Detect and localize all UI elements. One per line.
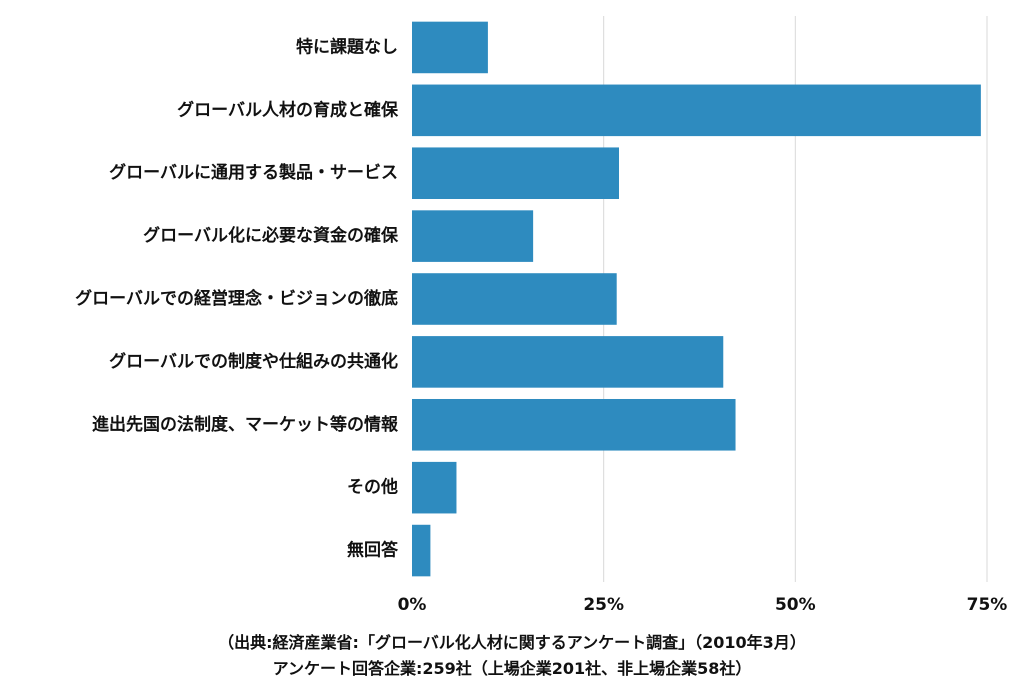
- category-label-4: グローバルでの経営理念・ビジョンの徹底: [75, 288, 398, 309]
- bar-chart: 特に課題なしグローバル人材の育成と確保グローバルに通用する製品・サービスグローバ…: [75, 16, 1008, 615]
- bar-0: [412, 21, 488, 74]
- source-citation: （出典:経済産業省:「グローバル化人材に関するアンケート調査」（2010年3月）: [218, 633, 806, 652]
- survey-respondents-note: アンケート回答企業:259社（上場企業201社、非上場企業58社）: [272, 659, 752, 678]
- bar-6: [412, 398, 736, 451]
- category-labels: 特に課題なしグローバル人材の育成と確保グローバルに通用する製品・サービスグローバ…: [75, 36, 399, 560]
- bar-4: [412, 273, 617, 325]
- category-label-8: 無回答: [347, 540, 399, 561]
- bar-8: [412, 524, 431, 577]
- x-tick-labels: 0% 25% 50% 75%: [398, 595, 1008, 615]
- x-tick-label-0: 0%: [398, 595, 427, 615]
- bar-5: [412, 336, 724, 388]
- category-label-7: その他: [347, 477, 398, 498]
- bar-1: [412, 84, 981, 137]
- category-label-1: グローバル人材の育成と確保: [177, 99, 399, 120]
- x-tick-label-75: 75%: [967, 595, 1008, 615]
- bar-7: [412, 461, 457, 514]
- category-label-3: グローバル化に必要な資金の確保: [143, 225, 399, 246]
- category-label-6: 進出先国の法制度、マーケット等の情報: [92, 414, 399, 435]
- bar-2: [412, 147, 619, 200]
- x-tick-label-25: 25%: [583, 595, 624, 615]
- category-label-0: 特に課題なし: [296, 36, 398, 57]
- category-label-2: グローバルに通用する製品・サービス: [109, 162, 398, 183]
- x-tick-label-50: 50%: [775, 595, 816, 615]
- category-label-5: グローバルでの制度や仕組みの共通化: [109, 351, 398, 372]
- bars: [412, 21, 981, 577]
- bar-3: [412, 210, 534, 262]
